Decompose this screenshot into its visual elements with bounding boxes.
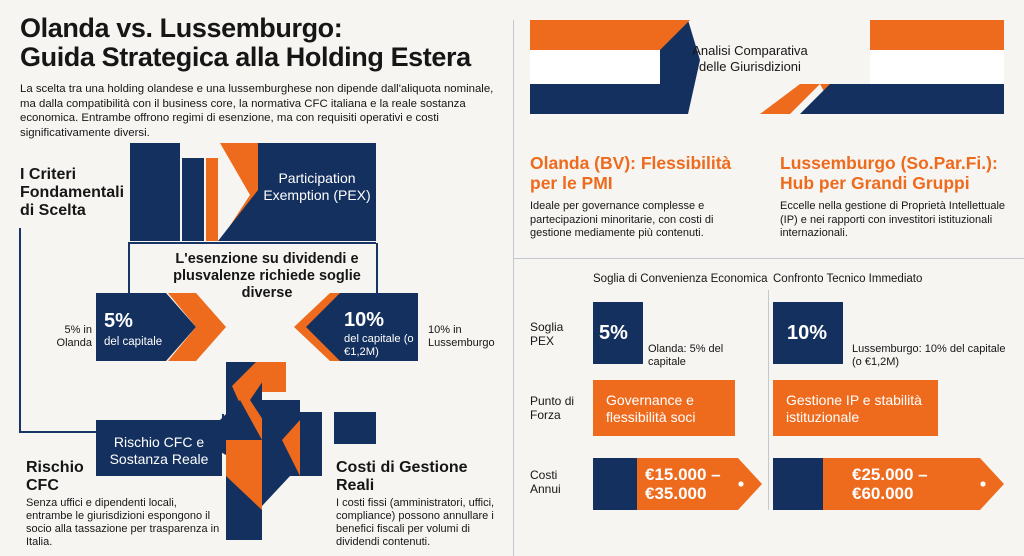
- lu-side-label: 10% in Lussemburgo: [428, 324, 495, 349]
- nl-side-label: 5% in Olanda: [56, 324, 92, 349]
- banner-label: Analisi Comparativa delle Giurisdizioni: [692, 43, 808, 74]
- cfc-title: Rischio CFC: [26, 459, 84, 494]
- nl-cost-range: €15.000 – €35.000: [645, 465, 721, 503]
- page-title: Olanda vs. Lussemburgo: Guida Strategica…: [20, 14, 471, 72]
- lu-strength: Gestione IP e stabilità istituzionale: [786, 392, 922, 425]
- nl-threshold-sub: del capitale: [104, 336, 163, 348]
- title-line-1: Olanda vs. Lussemburgo:: [20, 13, 343, 43]
- title-line-2: Guida Strategica alla Holding Estera: [20, 42, 471, 72]
- column-header-convenience: Soglia di Convenienza Economica: [593, 273, 768, 285]
- criteria-title: I Criteri Fondamentali di Scelta: [20, 166, 125, 219]
- cfc-text: Senza uffici e dipendenti locali, entram…: [26, 497, 220, 548]
- lu-pex-value: 10%: [787, 322, 828, 344]
- nl-pex-note: Olanda: 5% del capitale: [648, 343, 724, 368]
- row-label-strength: Punto di Forza: [530, 394, 575, 422]
- costs-title: Costi di Gestione Reali: [336, 459, 468, 494]
- nl-pex-value: 5%: [599, 322, 628, 344]
- column-header-technical: Confronto Tecnico Immediato: [773, 273, 923, 285]
- intro-paragraph: La scelta tra una holding olandese e una…: [20, 83, 494, 139]
- pex-label: Participation Exemption (PEX): [263, 170, 371, 203]
- lu-threshold-sub: del capitale (o €1,2M): [344, 333, 414, 358]
- cfc-box-label: Rischio CFC e Sostanza Reale: [109, 434, 209, 467]
- nl-strength: Governance e flessibilità soci: [606, 392, 696, 425]
- row-label-costs: Costi Annui: [530, 468, 561, 496]
- row-label-pex: Soglia PEX: [530, 320, 564, 348]
- lu-cost-range: €25.000 – €60.000: [852, 465, 928, 503]
- nl-threshold-value: 5%: [104, 310, 133, 332]
- lu-heading: Lussemburgo (So.Par.Fi.): Hub per Grandi…: [780, 153, 998, 193]
- threshold-heading: L'esenzione su dividendi e plusvalenze r…: [173, 251, 361, 301]
- lu-threshold-value: 10%: [344, 309, 385, 331]
- lu-pex-note: Lussemburgo: 10% del capitale (o €1,2M): [852, 343, 1006, 368]
- nl-heading: Olanda (BV): Flessibilità per le PMI: [530, 153, 732, 193]
- costs-text: I costi fissi (amministratori, uffici, c…: [336, 497, 495, 548]
- lu-description: Eccelle nella gestione di Proprietà Inte…: [780, 200, 1006, 239]
- nl-description: Ideale per governance complesse e partec…: [530, 200, 714, 239]
